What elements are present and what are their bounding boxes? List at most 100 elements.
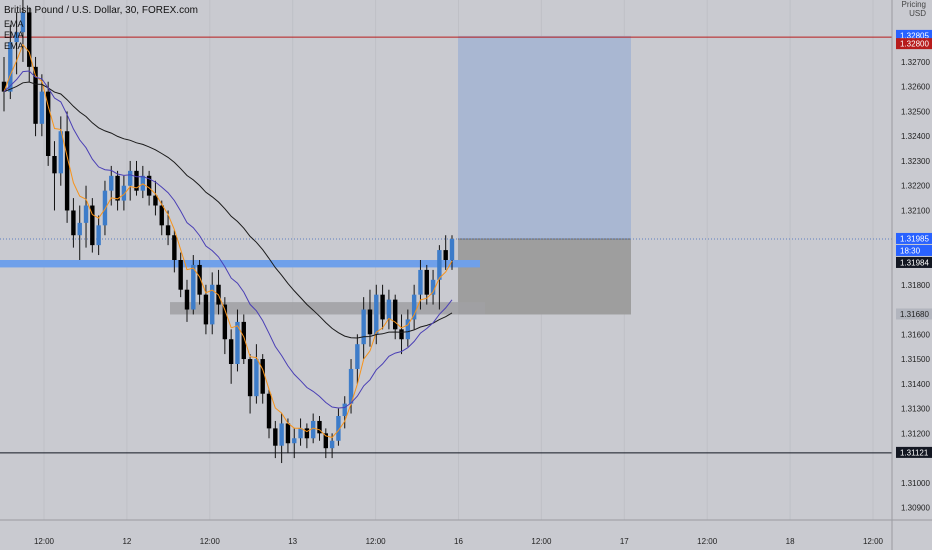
candle-bear [380, 294, 385, 320]
candle-bull [39, 91, 45, 124]
candle-bull [20, 12, 26, 33]
indicator-label-ema-2[interactable]: EMA [4, 30, 24, 40]
time-axis-label: 12:00 [366, 537, 387, 546]
time-axis-label: 12:00 [34, 537, 55, 546]
price-label-tag [896, 446, 932, 458]
candle-bull [191, 264, 196, 310]
demand-zone-band [170, 302, 485, 315]
candle-bear [90, 205, 95, 246]
price-axis-tick-label: 1.32300 [901, 157, 930, 166]
candle-bear [159, 205, 164, 226]
candle-bull [279, 423, 284, 446]
ema-slow-line [3, 70, 453, 409]
candle-bull [355, 344, 360, 369]
candle-bull [386, 299, 392, 320]
candle-bear [241, 321, 246, 360]
candle-bull [292, 438, 297, 444]
price-label-tag [896, 244, 932, 256]
candle-bull [430, 279, 436, 295]
candle-bear [266, 393, 272, 429]
axis-currency-line1: Pricing [901, 0, 926, 9]
candle-bull [127, 170, 133, 186]
price-label-text: 1.31121 [900, 448, 929, 457]
candle-bull [374, 294, 379, 335]
candle-bear [285, 423, 291, 444]
candle-bear [247, 359, 253, 397]
axis-currency-line2: USD [909, 9, 926, 18]
candle-bear [393, 299, 398, 330]
price-axis-tick-label: 1.32700 [901, 58, 930, 67]
candle-bull [336, 416, 341, 441]
indicator-label-ema-1[interactable]: EMA [4, 19, 24, 29]
candle-bear [52, 156, 57, 174]
candle-bear [399, 329, 404, 340]
price-axis-tick-label: 1.31800 [901, 281, 930, 290]
candle-bull [235, 321, 240, 364]
candle-bull [14, 32, 19, 43]
candle-bull [109, 175, 114, 191]
price-axis-tick-label: 1.32600 [901, 83, 930, 92]
price-axis-tick-label: 1.32400 [901, 132, 930, 141]
candle-bear [165, 225, 171, 236]
candle-bear [134, 170, 139, 191]
candle-bear [184, 289, 190, 310]
candle-bull [329, 440, 335, 449]
candle-bear [197, 264, 202, 295]
candle-bull [405, 319, 411, 340]
candle-bull [77, 222, 82, 236]
candle-bull [437, 250, 442, 280]
price-axis-tick-label: 1.30900 [901, 504, 930, 513]
candle-bear [178, 260, 183, 290]
candle-bear [45, 91, 51, 156]
candle-bear [273, 428, 278, 446]
price-label-text: 1.31680 [900, 310, 929, 319]
price-label-tag [896, 256, 932, 268]
candle-bull [102, 190, 108, 226]
candle-bull [83, 205, 89, 223]
candle-bear [367, 309, 373, 335]
price-label-tag [896, 29, 932, 41]
time-axis-label: 12:00 [697, 537, 718, 546]
price-label-tag [896, 232, 932, 244]
candle-bear [443, 250, 448, 260]
candle-bull [58, 131, 63, 174]
price-label-tag [896, 308, 932, 320]
price-axis-tick-label: 1.31500 [901, 355, 930, 364]
price-axis-tick-label: 1.31200 [901, 429, 930, 438]
candle-bear [323, 433, 329, 449]
candle-bull [210, 284, 215, 325]
candle-bear [153, 195, 158, 206]
candle-bear [424, 269, 429, 295]
stop-zone [458, 238, 631, 315]
time-axis-label: 12 [122, 537, 131, 546]
candle-bull [348, 368, 354, 404]
candle-bear [222, 304, 228, 340]
price-axis-tick-label: 1.31600 [901, 330, 930, 339]
candle-bull [411, 294, 417, 320]
candle-bear [260, 359, 265, 394]
price-axis-tick-label: 1.32200 [901, 182, 930, 191]
price-label-tag [896, 38, 932, 50]
candle-bear [27, 12, 32, 67]
candle-bull [121, 185, 127, 201]
price-axis-tick-label: 1.31300 [901, 405, 930, 414]
candle-bull [310, 420, 316, 439]
candle-bull [8, 42, 13, 92]
candle-bear [304, 428, 310, 439]
candle-bull [96, 225, 101, 246]
candle-bull [418, 269, 423, 295]
candle-bear [64, 131, 70, 211]
price-axis-currency: Pricing USD [902, 0, 926, 18]
candle-bull [254, 359, 259, 397]
candle-bear [1, 81, 7, 92]
target-zone [458, 35, 631, 239]
time-axis-label: 13 [288, 537, 297, 546]
indicator-label-ema-3[interactable]: EMA [4, 41, 24, 51]
price-axis-tick-label: 1.31400 [901, 380, 930, 389]
candle-bear [317, 420, 322, 434]
candle-bull [140, 175, 146, 191]
price-label-text: 1.32800 [900, 40, 929, 49]
candle-bear [172, 235, 177, 260]
